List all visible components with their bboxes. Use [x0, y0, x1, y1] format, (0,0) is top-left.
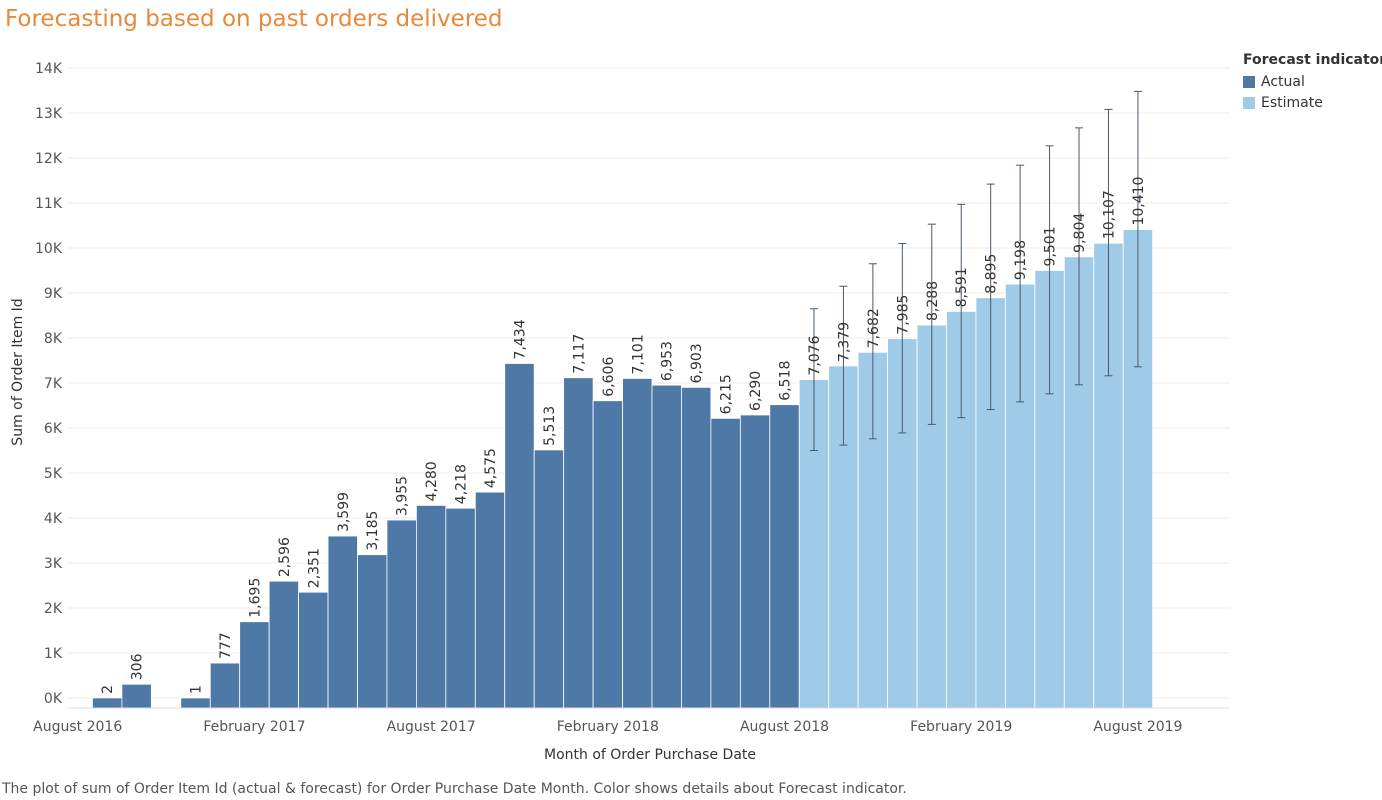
- data-label: 8,591: [954, 267, 970, 307]
- y-tick-label: 3K: [44, 556, 63, 572]
- y-tick-label: 13K: [35, 106, 63, 122]
- x-tick-label: August 2018: [740, 719, 829, 735]
- chart-title: Forecasting based on past orders deliver…: [5, 6, 503, 32]
- legend-swatch-actual: [1243, 75, 1255, 88]
- data-label: 5,513: [542, 406, 558, 446]
- bar: [681, 386, 712, 709]
- bar: [180, 697, 211, 709]
- bar: [474, 491, 506, 709]
- data-label: 4,280: [424, 461, 440, 501]
- bar: [357, 554, 388, 709]
- x-axis-title: Month of Order Purchase Date: [544, 747, 756, 763]
- bar: [622, 378, 653, 709]
- data-label: 3,599: [336, 492, 352, 532]
- error-bars: [809, 90, 1142, 451]
- data-label: 7,434: [512, 319, 528, 359]
- bar: [386, 519, 417, 709]
- y-axis-title: Sum of Order Item Id: [10, 298, 26, 445]
- bar: [769, 404, 800, 709]
- bar: [209, 662, 241, 709]
- bar: [445, 507, 476, 709]
- data-label: 9,804: [1072, 213, 1088, 253]
- y-axis: 0K 1K 2K 3K 4K 5K 6K 7K 8K 9K 10K 11K 12K 13K 14K: [35, 61, 63, 707]
- y-tick-label: 0K: [44, 691, 63, 707]
- data-label: 6,606: [601, 357, 617, 397]
- bar: [268, 580, 299, 709]
- legend-swatch-estimate: [1243, 96, 1255, 109]
- x-tick-label: August 2016: [33, 719, 122, 735]
- y-tick-label: 2K: [44, 601, 63, 617]
- data-label: 4,575: [483, 448, 499, 488]
- data-label: 4,218: [454, 464, 470, 504]
- x-axis: August 2016 February 2017 August 2017 Febru…: [33, 707, 1230, 735]
- data-label: 7,985: [895, 295, 911, 335]
- bar: [563, 377, 594, 709]
- y-tick-label: 14K: [35, 61, 63, 77]
- bar: [533, 449, 565, 709]
- data-label: 7,101: [630, 334, 646, 374]
- y-tick-label: 12K: [35, 151, 63, 167]
- bar: [504, 363, 535, 709]
- data-label: 3,185: [365, 511, 381, 551]
- data-label: 2,351: [306, 548, 322, 588]
- y-tick-label: 6K: [44, 421, 63, 437]
- y-tick-label: 11K: [35, 196, 63, 212]
- bar: [298, 591, 329, 709]
- bar: [651, 384, 682, 709]
- data-label: 7,117: [571, 334, 587, 374]
- bar: [710, 417, 741, 709]
- y-tick-label: 1K: [44, 646, 63, 662]
- data-label: 1: [189, 685, 205, 694]
- data-label: 1,695: [247, 578, 263, 618]
- x-tick-label: February 2019: [910, 719, 1012, 735]
- data-label: 6,953: [660, 341, 676, 381]
- y-tick-label: 7K: [44, 376, 63, 392]
- legend-title: Forecast indicator: [1243, 52, 1382, 68]
- data-labels: 2 306 1 777 1,695 2,596 2,351 3,599 3,185 3,955 4,…: [100, 177, 1147, 694]
- data-label: 10,410: [1131, 177, 1147, 226]
- bar: [415, 504, 447, 709]
- data-label: 306: [130, 653, 146, 680]
- y-tick-label: 4K: [44, 511, 63, 527]
- legend-label-estimate: Estimate: [1261, 94, 1323, 111]
- data-label: 7,076: [807, 335, 823, 375]
- data-label: 8,288: [925, 281, 941, 321]
- y-tick-label: 9K: [44, 286, 63, 302]
- data-label: 7,379: [836, 322, 852, 362]
- x-tick-label: August 2019: [1093, 719, 1182, 735]
- data-label: 2,596: [277, 537, 293, 577]
- x-tick-label: February 2018: [557, 719, 659, 735]
- data-label: 6,518: [778, 361, 794, 401]
- chart-caption: The plot of sum of Order Item Id (actual…: [2, 781, 907, 797]
- data-label: 9,198: [1013, 240, 1029, 280]
- data-label: 6,290: [748, 371, 764, 411]
- bar: [121, 683, 152, 709]
- legend: Forecast indicator Actual Estimate: [1243, 52, 1382, 113]
- bar: [327, 535, 358, 709]
- y-tick-label: 8K: [44, 331, 63, 347]
- legend-item-actual[interactable]: Actual: [1243, 71, 1382, 92]
- data-label: 7,682: [866, 308, 882, 348]
- x-tick-label: February 2017: [203, 719, 305, 735]
- bar: [92, 697, 123, 709]
- data-label: 2: [100, 685, 116, 694]
- data-label: 3,955: [395, 476, 411, 516]
- data-label: 6,903: [689, 343, 705, 383]
- y-tick-label: 10K: [35, 241, 63, 257]
- data-label: 6,215: [719, 374, 735, 414]
- bar: [592, 400, 623, 709]
- data-label: 8,895: [984, 254, 1000, 294]
- data-label: 777: [218, 632, 234, 659]
- legend-item-estimate[interactable]: Estimate: [1243, 92, 1382, 113]
- data-label: 9,501: [1043, 226, 1059, 266]
- bars: [92, 229, 1154, 709]
- legend-label-actual: Actual: [1261, 73, 1305, 90]
- data-label: 10,107: [1101, 190, 1117, 239]
- y-tick-label: 5K: [44, 466, 63, 482]
- x-tick-label: August 2017: [387, 719, 476, 735]
- bar: [739, 414, 771, 709]
- bar: [239, 621, 270, 709]
